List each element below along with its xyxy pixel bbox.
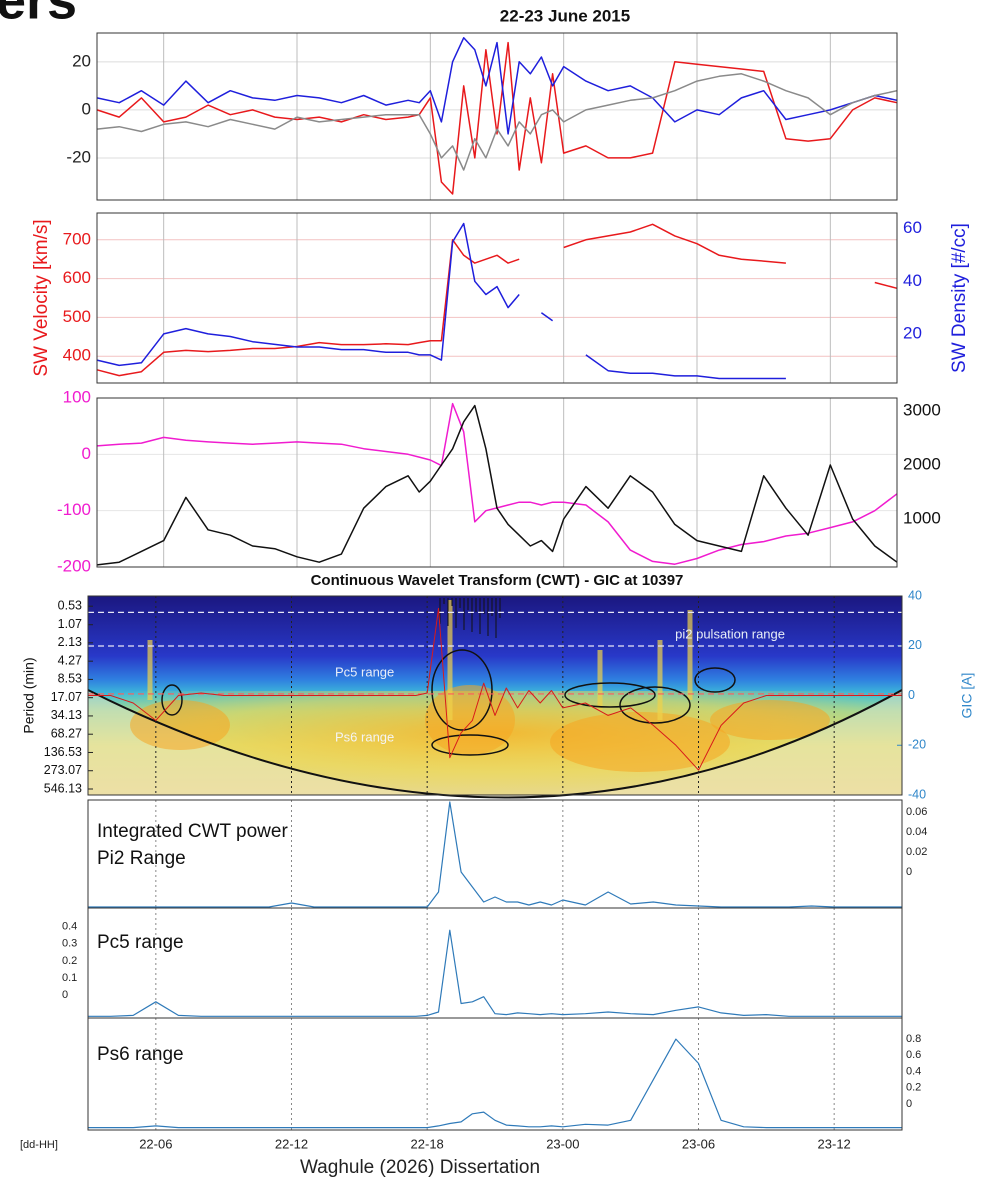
plot-area xyxy=(97,33,897,200)
y-tick-label: 0.2 xyxy=(62,955,77,967)
y2-tick-label: -20 xyxy=(908,738,926,752)
y2-axis-label: SW Density [#/cc] xyxy=(949,223,970,373)
y-tick-label: 0.8 xyxy=(906,1033,921,1045)
x-tick-label: 23-00 xyxy=(546,1136,579,1151)
y-tick-label: 0.53 xyxy=(58,598,82,612)
y-tick-label: 100 xyxy=(63,387,91,406)
y2-tick-label: 3000 xyxy=(903,400,941,419)
y2-tick-label: -40 xyxy=(908,787,926,801)
annotation: Ps6 range xyxy=(97,1044,184,1065)
plot-area xyxy=(88,908,902,1018)
y-tick-label: 0 xyxy=(906,866,912,878)
plot-area xyxy=(97,398,897,567)
panel xyxy=(97,398,897,567)
panel xyxy=(97,33,897,200)
y-tick-label: 8.53 xyxy=(58,672,82,686)
y-tick-label: 0.4 xyxy=(906,1065,921,1077)
annotation: Ps6 range xyxy=(335,729,394,744)
cropped-heading: ers xyxy=(0,0,77,30)
y-tick-label: 273.07 xyxy=(44,763,82,777)
y-tick-label: 600 xyxy=(63,268,91,287)
y-tick-label: 68.27 xyxy=(51,726,82,740)
figure: ers Waghule (2026) Dissertation 22-23 Ju… xyxy=(0,0,986,1182)
y-tick-label: 34.13 xyxy=(51,708,82,722)
cwt-power-blob xyxy=(425,685,515,755)
panel xyxy=(88,800,902,908)
y-tick-label: 0.2 xyxy=(906,1082,921,1094)
x-tick-label: 22-12 xyxy=(275,1136,308,1151)
chart-title: Continuous Wavelet Transform (CWT) - GIC… xyxy=(311,572,684,589)
y-axis-label: SW Velocity [km/s] xyxy=(31,219,52,376)
y-tick-label: -20 xyxy=(66,147,91,166)
y2-tick-label: 60 xyxy=(903,218,922,237)
y-tick-label: 20 xyxy=(72,51,91,70)
panel xyxy=(88,908,902,1018)
y-tick-label: 0.06 xyxy=(906,806,927,818)
y-tick-label: 546.13 xyxy=(44,781,82,795)
annotation: Pc5 range xyxy=(335,664,394,679)
annotation: pi2 pulsation range xyxy=(675,626,785,641)
x-tick-label: 22-06 xyxy=(139,1136,172,1151)
y-tick-label: 0 xyxy=(82,444,91,463)
y-tick-label: 400 xyxy=(63,346,91,365)
panel xyxy=(97,213,897,383)
y-tick-label: 17.07 xyxy=(51,690,82,704)
y2-tick-label: 2000 xyxy=(903,454,941,473)
y2-tick-label: 40 xyxy=(903,271,922,290)
y-tick-label: -200 xyxy=(57,556,91,575)
y2-tick-label: 1000 xyxy=(903,508,941,527)
x-tick-label: 23-12 xyxy=(818,1136,851,1151)
y-axis-label: Period (min) xyxy=(21,657,37,733)
y-tick-label: 700 xyxy=(63,229,91,248)
annotation: Pc5 range xyxy=(97,932,184,953)
y-tick-label: 0 xyxy=(62,989,68,1001)
y-tick-label: 0 xyxy=(906,1098,912,1110)
y-tick-label: -100 xyxy=(57,500,91,519)
x-tick-label: 22-18 xyxy=(411,1136,444,1151)
y-tick-label: 4.27 xyxy=(58,653,82,667)
y-tick-label: 0.1 xyxy=(62,972,77,984)
x-tick-label: 23-06 xyxy=(682,1136,715,1151)
y-tick-label: 136.53 xyxy=(44,745,82,759)
y2-tick-label: 0 xyxy=(908,688,915,702)
y2-tick-label: 40 xyxy=(908,588,922,602)
annotation: Integrated CWT power xyxy=(97,821,288,842)
caption: Waghule (2026) Dissertation xyxy=(300,1157,540,1178)
chart-title: 22-23 June 2015 xyxy=(500,6,630,25)
y-tick-label: 0.3 xyxy=(62,938,77,950)
x-axis-label: [dd-HH] xyxy=(20,1139,58,1151)
y2-tick-label: 20 xyxy=(908,638,922,652)
y-tick-label: 0.4 xyxy=(62,921,77,933)
panel xyxy=(88,1018,902,1130)
y-tick-label: 0.04 xyxy=(906,826,927,838)
y-tick-label: 500 xyxy=(63,307,91,326)
y-tick-label: 0.02 xyxy=(906,846,927,858)
plot-area xyxy=(88,800,902,908)
annotation: Pi2 Range xyxy=(97,848,186,869)
plot-area xyxy=(88,1018,902,1130)
page: {"heading": "ers", "caption": "Waghule (… xyxy=(0,0,986,1182)
plot-area xyxy=(97,213,897,383)
y2-tick-label: 20 xyxy=(903,323,922,342)
y-tick-label: 0 xyxy=(82,99,91,118)
y-tick-label: 0.6 xyxy=(906,1049,921,1061)
y-tick-label: 1.07 xyxy=(58,617,82,631)
y2-axis-label: GIC [A] xyxy=(959,673,975,719)
y-tick-label: 2.13 xyxy=(58,635,82,649)
